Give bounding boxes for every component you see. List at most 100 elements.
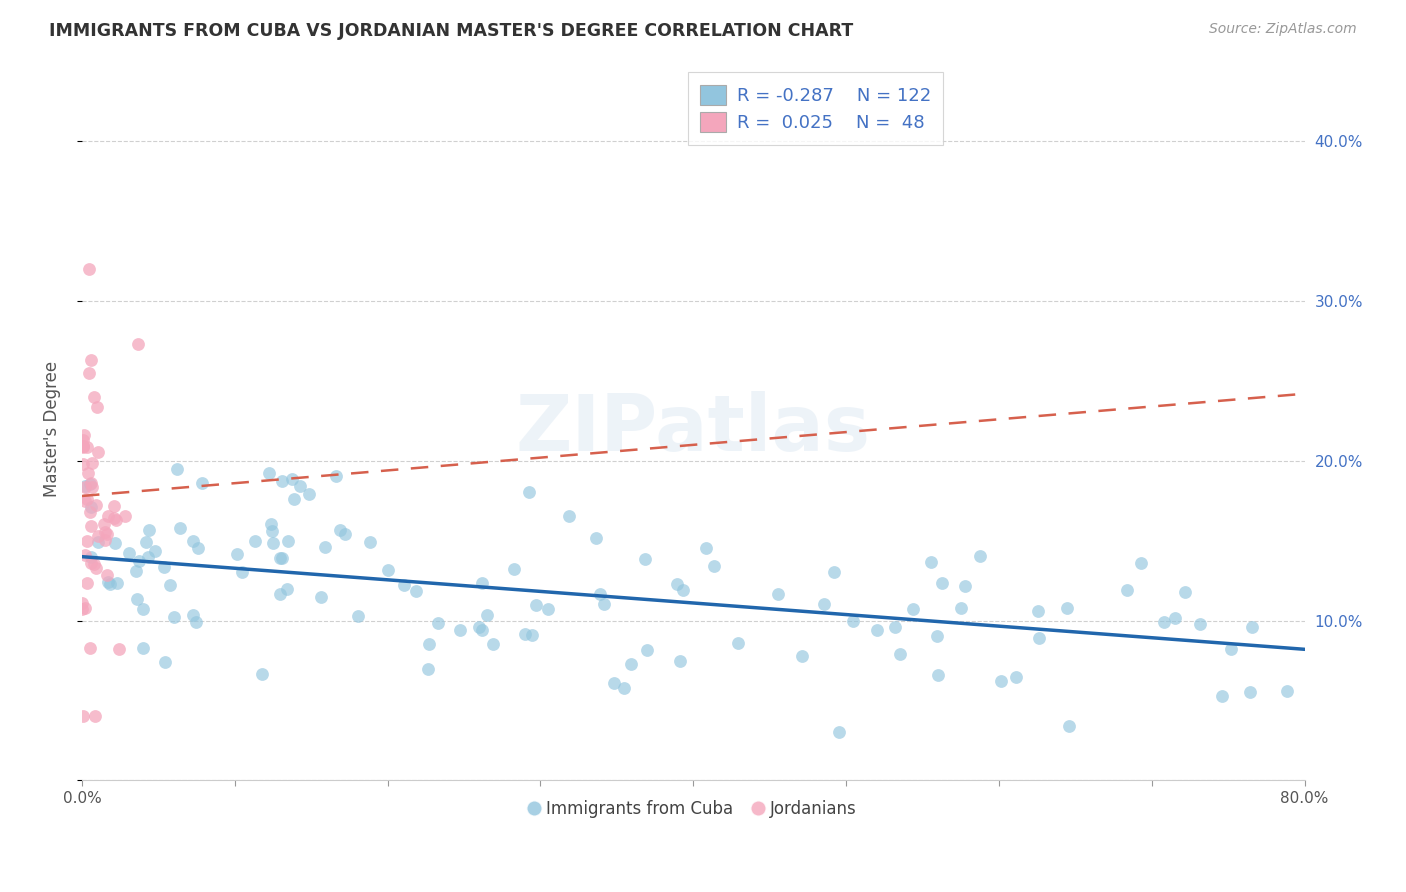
Point <box>329 524 352 538</box>
Point <box>262 524 284 539</box>
Point <box>166 462 188 476</box>
Point <box>634 551 657 566</box>
Point <box>1116 582 1139 597</box>
Point <box>269 587 291 601</box>
Point <box>416 662 439 676</box>
Point <box>920 556 942 570</box>
Point <box>187 541 209 556</box>
Point <box>270 475 292 489</box>
Point <box>309 590 332 604</box>
Point <box>75 493 97 508</box>
Point <box>585 532 607 546</box>
Point <box>80 352 103 367</box>
Point <box>70 602 93 616</box>
Point <box>76 466 98 480</box>
Point <box>257 467 280 481</box>
Point <box>613 681 636 695</box>
Point <box>83 390 105 404</box>
Point <box>277 534 299 549</box>
Y-axis label: Master's Degree: Master's Degree <box>44 360 60 497</box>
Point <box>1026 604 1049 618</box>
Point <box>883 620 905 634</box>
Point <box>98 576 121 591</box>
Point <box>813 597 835 611</box>
Point <box>190 476 212 491</box>
Point <box>953 579 976 593</box>
Point <box>823 565 845 579</box>
Point <box>80 456 103 470</box>
Point <box>132 640 155 655</box>
Point <box>136 549 159 564</box>
Point <box>77 262 100 277</box>
Point <box>298 487 321 501</box>
Point <box>75 548 97 562</box>
Point <box>1153 615 1175 629</box>
Point <box>405 583 427 598</box>
Point <box>520 628 543 642</box>
Point <box>1174 585 1197 599</box>
Point <box>828 725 851 739</box>
Point <box>931 575 953 590</box>
Point <box>593 598 616 612</box>
Point <box>80 556 103 570</box>
Point <box>671 583 693 598</box>
Point <box>105 513 128 527</box>
Point <box>1275 683 1298 698</box>
Point <box>181 534 204 549</box>
Point <box>335 527 357 541</box>
Point <box>427 615 450 630</box>
Point <box>620 657 643 671</box>
Point <box>72 434 94 448</box>
Point <box>181 608 204 623</box>
Point <box>1005 670 1028 684</box>
Point <box>117 546 139 560</box>
Point <box>83 709 105 723</box>
Point <box>76 441 98 455</box>
Point <box>76 491 98 506</box>
Point <box>72 439 94 453</box>
Point <box>1241 620 1264 634</box>
Point <box>1239 685 1261 699</box>
Point <box>153 655 176 669</box>
Point <box>72 709 94 723</box>
Point <box>159 578 181 592</box>
Legend: Immigrants from Cuba, Jordanians: Immigrants from Cuba, Jordanians <box>523 793 863 825</box>
Point <box>243 534 266 549</box>
Point <box>503 562 526 576</box>
Point <box>990 673 1012 688</box>
Point <box>76 533 98 548</box>
Point <box>73 428 96 442</box>
Point <box>359 535 381 549</box>
Point <box>103 499 125 513</box>
Point <box>668 654 690 668</box>
Point <box>86 400 108 414</box>
Point <box>97 508 120 523</box>
Point <box>636 643 658 657</box>
Point <box>475 608 498 623</box>
Point <box>79 641 101 656</box>
Point <box>665 577 688 591</box>
Point <box>377 563 399 577</box>
Point <box>1189 616 1212 631</box>
Point <box>766 587 789 601</box>
Point <box>152 560 174 574</box>
Point <box>1129 556 1152 570</box>
Point <box>103 511 125 525</box>
Point <box>271 550 294 565</box>
Point <box>80 518 103 533</box>
Point <box>80 500 103 514</box>
Point <box>163 610 186 624</box>
Point <box>124 564 146 578</box>
Point <box>80 480 103 494</box>
Point <box>73 480 96 494</box>
Point <box>86 561 108 575</box>
Point <box>792 648 814 663</box>
Point <box>449 623 471 637</box>
Point <box>72 458 94 472</box>
Point <box>128 554 150 568</box>
Point <box>250 667 273 681</box>
Point <box>127 591 149 606</box>
Point <box>83 557 105 571</box>
Point <box>866 623 889 637</box>
Point <box>283 492 305 507</box>
